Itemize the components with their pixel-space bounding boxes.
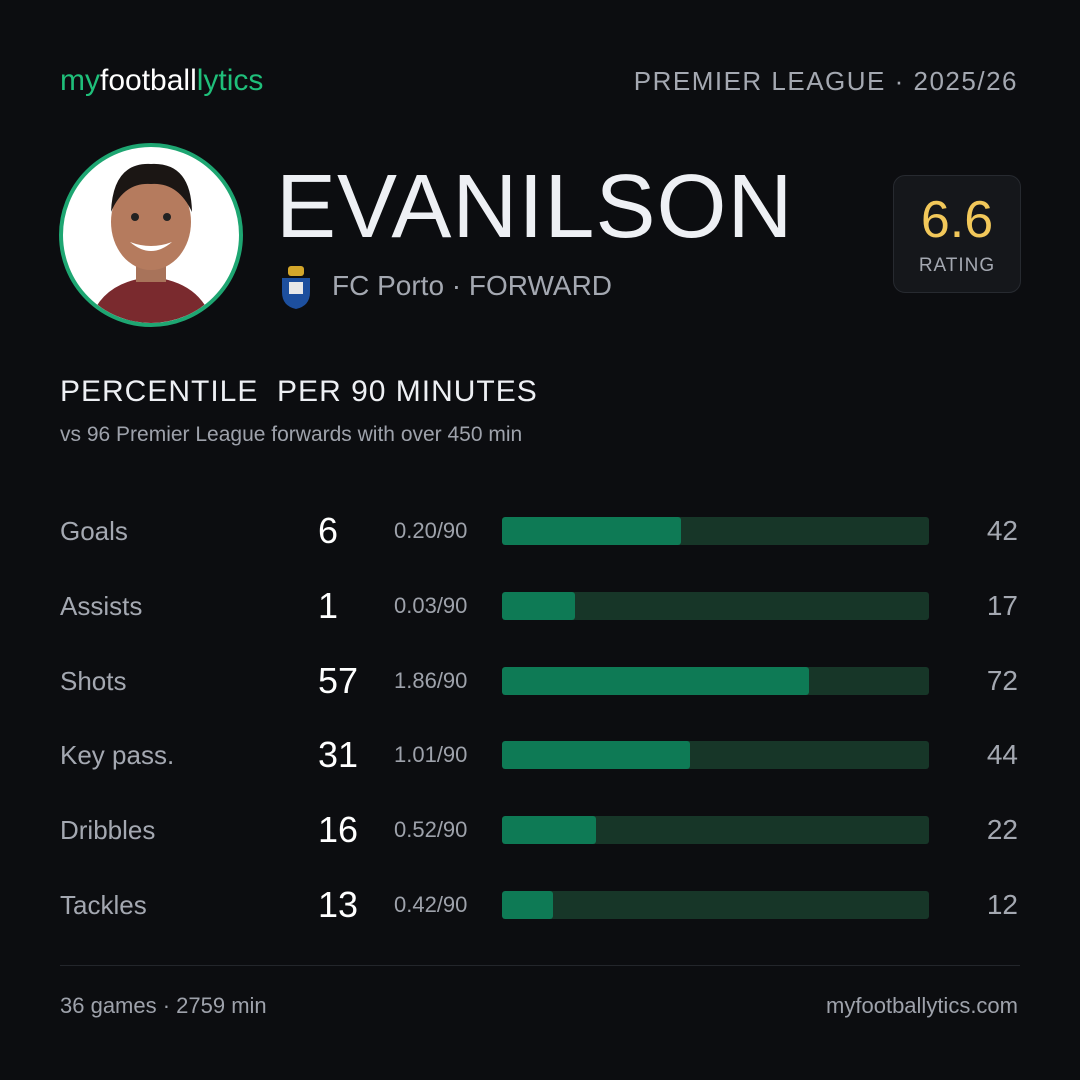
section-title: PERCENTILE PER 90 MINUTES bbox=[60, 375, 538, 408]
stat-total: 31 bbox=[318, 734, 359, 776]
league: PREMIER LEAGUE · 2025/26 bbox=[633, 66, 1018, 96]
divider bbox=[60, 965, 1020, 966]
rating-label: RATING bbox=[918, 255, 996, 276]
stat-label: Key pass. bbox=[60, 740, 175, 771]
player-name: EVANILSON bbox=[276, 157, 794, 257]
stat-percentile: 17 bbox=[986, 589, 1018, 621]
player-photo bbox=[59, 143, 243, 327]
stat-label: Tackles bbox=[60, 890, 147, 920]
rating-box: 6.6 RATING bbox=[893, 175, 1021, 293]
bar bbox=[502, 741, 690, 770]
stat-total: 1 bbox=[318, 584, 339, 626]
bar-track bbox=[502, 891, 929, 919]
brand-part: football bbox=[100, 64, 197, 97]
stat-total: 57 bbox=[318, 659, 359, 701]
stat-percentile: 42 bbox=[986, 515, 1018, 546]
club-position: FC Porto · FORWARD bbox=[332, 270, 613, 301]
bar-track bbox=[502, 591, 929, 620]
brand-part: lytics bbox=[196, 64, 264, 97]
stat-label: Assists bbox=[60, 590, 143, 621]
footer-summary: 36 games · 2759 min bbox=[60, 993, 267, 1018]
bar bbox=[502, 666, 810, 695]
stat-total: 13 bbox=[318, 884, 359, 925]
brand-part: my bbox=[60, 64, 100, 97]
bar-track bbox=[502, 816, 929, 845]
rating-value: 6.6 bbox=[920, 191, 994, 249]
bar bbox=[502, 591, 575, 620]
stat-percentile: 22 bbox=[986, 814, 1018, 846]
bar-track bbox=[502, 666, 929, 695]
bar-track bbox=[502, 741, 929, 770]
section-subtitle: vs 96 Premier League forwards with over … bbox=[60, 423, 523, 446]
brand: myfootballlytics bbox=[60, 64, 263, 98]
stat-label: Goals bbox=[60, 516, 128, 546]
stat-total: 16 bbox=[318, 809, 359, 851]
stat-per90: 0.03/90 bbox=[394, 592, 468, 618]
stat-total: 6 bbox=[318, 510, 339, 551]
stat-per90: 0.52/90 bbox=[394, 817, 468, 843]
stat-percentile: 44 bbox=[986, 739, 1018, 771]
bar bbox=[502, 816, 596, 845]
stat-per90: 0.42/90 bbox=[394, 892, 468, 917]
bar bbox=[502, 891, 554, 919]
stat-label: Dribbles bbox=[60, 815, 156, 846]
stat-percentile: 72 bbox=[986, 664, 1018, 696]
footer-site: myfootballytics.com bbox=[826, 993, 1018, 1018]
club-crest bbox=[282, 266, 310, 309]
stat-label: Shots bbox=[60, 665, 127, 696]
stat-per90: 1.86/90 bbox=[394, 667, 468, 693]
bar-track bbox=[502, 517, 929, 545]
stat-percentile: 12 bbox=[986, 889, 1018, 920]
bar bbox=[502, 517, 682, 545]
stat-per90: 1.01/90 bbox=[394, 742, 468, 768]
stat-per90: 0.20/90 bbox=[394, 518, 468, 543]
